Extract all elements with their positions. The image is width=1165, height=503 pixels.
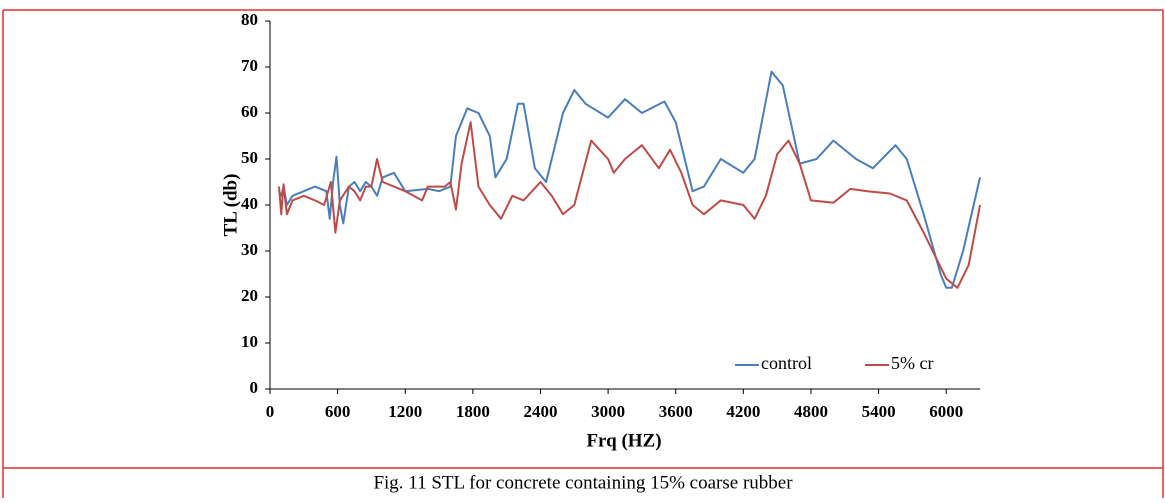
x-tick-label: 0 <box>266 402 275 421</box>
x-tick-label: 6000 <box>929 402 963 421</box>
x-tick-label: 4800 <box>794 402 828 421</box>
caption: Fig. 11 STL for concrete containing 15% … <box>373 472 793 493</box>
y-axis-label: TL (db) <box>220 174 241 237</box>
x-tick-label: 2400 <box>523 402 557 421</box>
x-tick-label: 4200 <box>726 402 760 421</box>
y-tick-label: 10 <box>241 332 258 351</box>
y-tick-label: 70 <box>241 56 258 75</box>
x-tick-label: 1200 <box>388 402 422 421</box>
legend-label: control <box>761 353 812 373</box>
y-tick-label: 0 <box>250 378 259 397</box>
y-tick-label: 60 <box>241 102 258 121</box>
x-tick-label: 5400 <box>862 402 896 421</box>
series-line <box>278 121 981 289</box>
y-tick-label: 80 <box>241 10 258 29</box>
x-tick-label: 1800 <box>456 402 490 421</box>
y-tick-label: 30 <box>241 240 258 259</box>
x-axis-label: Frq (HZ) <box>586 430 661 451</box>
y-tick-label: 40 <box>241 194 258 213</box>
y-tick-label: 20 <box>241 286 258 305</box>
y-tick-label: 50 <box>241 148 258 167</box>
legend-label: 5% cr <box>891 353 933 373</box>
x-tick-label: 3600 <box>659 402 693 421</box>
x-tick-label: 3000 <box>591 402 625 421</box>
series-line <box>278 70 981 289</box>
x-tick-label: 600 <box>325 402 351 421</box>
